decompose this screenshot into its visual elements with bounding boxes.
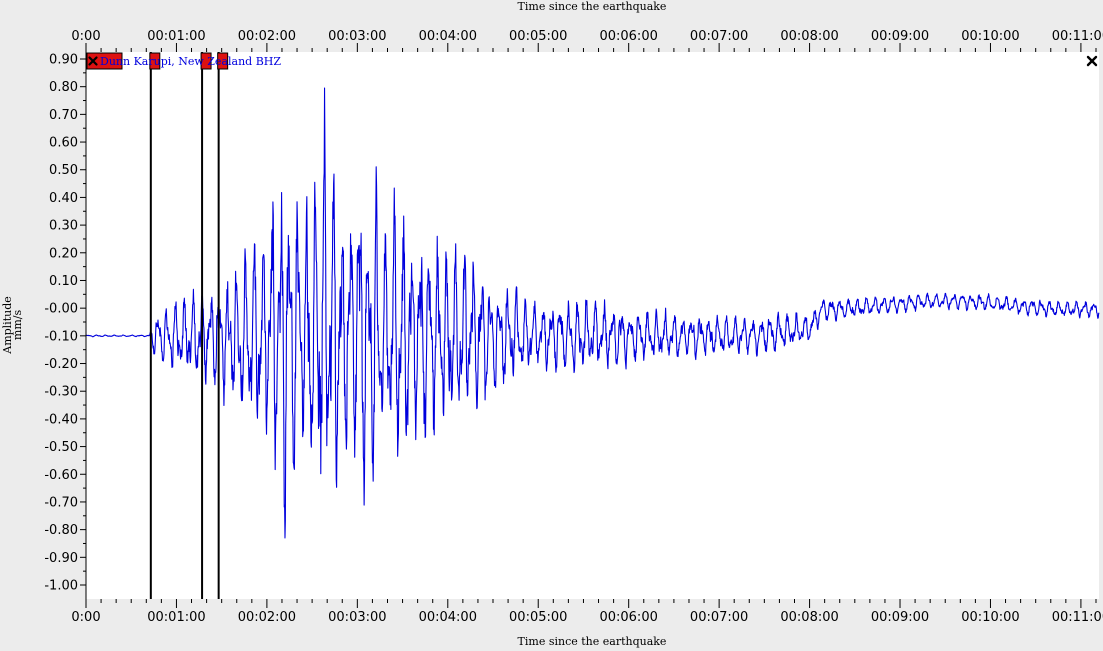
- x-tick-label-bottom: 00:09:00: [871, 610, 929, 625]
- y-tick-label: -0.40: [44, 412, 78, 427]
- x-tick-label-top: 0:00: [71, 29, 100, 44]
- y-tick-label: -0.60: [44, 468, 78, 483]
- y-tick-label: 0.60: [49, 136, 78, 151]
- y-tick-label: -0.50: [44, 440, 78, 455]
- x-tick-label-top: 00:07:00: [690, 29, 748, 44]
- x-axis-title-bottom: Time since the earthquake: [518, 635, 667, 648]
- x-tick-label-top: 00:02:00: [238, 29, 296, 44]
- y-tick-label: -0.20: [44, 357, 78, 372]
- x-tick-label-bottom: 00:01:00: [147, 610, 205, 625]
- trace-layer: [85, 87, 1100, 539]
- y-tick-label: 0.30: [49, 219, 78, 234]
- x-tick-label-top: 00:05:00: [509, 29, 567, 44]
- y-tick-label: 0.20: [49, 246, 78, 261]
- x-tick-label-bottom: 00:08:00: [780, 610, 838, 625]
- close-icon[interactable]: [1086, 55, 1098, 67]
- station-label: Dunn Karupi, New Zealand BHZ: [100, 55, 281, 68]
- y-tick-label: -0.00: [44, 302, 78, 317]
- phase-marker-flag[interactable]: [217, 52, 229, 70]
- y-tick-label: 0.10: [49, 274, 78, 289]
- x-tick-label-top: 00:10:00: [961, 29, 1019, 44]
- x-tick-label-top: 00:09:00: [871, 29, 929, 44]
- x-tick-label-bottom: 00:10:00: [961, 610, 1019, 625]
- y-tick-label: 0.70: [49, 108, 78, 123]
- x-tick-label-bottom: 0:00: [71, 610, 100, 625]
- y-tick-label: 0.90: [49, 53, 78, 68]
- x-tick-label-bottom: 00:05:00: [509, 610, 567, 625]
- x-tick-label-bottom: 00:07:00: [690, 610, 748, 625]
- x-tick-label-top: 00:01:00: [147, 29, 205, 44]
- phase-markers: [86, 52, 229, 599]
- y-tick-label: 0.80: [49, 80, 78, 95]
- origin-close-icon[interactable]: [88, 56, 98, 66]
- x-tick-label-top: 00:11:00: [1052, 29, 1103, 44]
- x-axis-title-top: Time since the earthquake: [518, 0, 667, 13]
- plot-area: [86, 52, 1099, 599]
- y-axis-title: Amplitude mm/s: [1, 296, 24, 355]
- x-tick-label-bottom: 00:03:00: [328, 610, 386, 625]
- x-tick-label-top: 00:06:00: [599, 29, 657, 44]
- x-tick-label-bottom: 00:02:00: [238, 610, 296, 625]
- y-axis-unit: mm/s: [11, 310, 24, 341]
- y-tick-label: -0.90: [44, 551, 78, 566]
- x-tick-label-bottom: 00:06:00: [599, 610, 657, 625]
- y-tick-label: -0.80: [44, 523, 78, 538]
- x-tick-label-top: 00:08:00: [780, 29, 838, 44]
- y-tick-label: -0.70: [44, 495, 78, 510]
- axes-ticks: 0:00 0:00 00:01:00 00:01:00 00:02:00 00:02:00…: [44, 29, 1103, 625]
- x-tick-label-top: 00:03:00: [328, 29, 386, 44]
- phase-marker-flag[interactable]: [200, 52, 212, 70]
- phase-marker-flag[interactable]: [149, 52, 161, 70]
- seismogram-trace: [85, 87, 1100, 539]
- y-tick-label: 0.50: [49, 163, 78, 178]
- x-tick-label-bottom: 00:11:00: [1052, 610, 1103, 625]
- y-tick-label: -0.30: [44, 385, 78, 400]
- x-tick-label-top: 00:04:00: [419, 29, 477, 44]
- x-tick-label-bottom: 00:04:00: [419, 610, 477, 625]
- y-tick-label: 0.40: [49, 191, 78, 206]
- origin-close-icon-stroke: [88, 56, 98, 66]
- y-tick-label: -0.10: [44, 329, 78, 344]
- y-tick-label: -1.00: [44, 579, 78, 594]
- y-axis-label: Amplitude: [1, 296, 14, 355]
